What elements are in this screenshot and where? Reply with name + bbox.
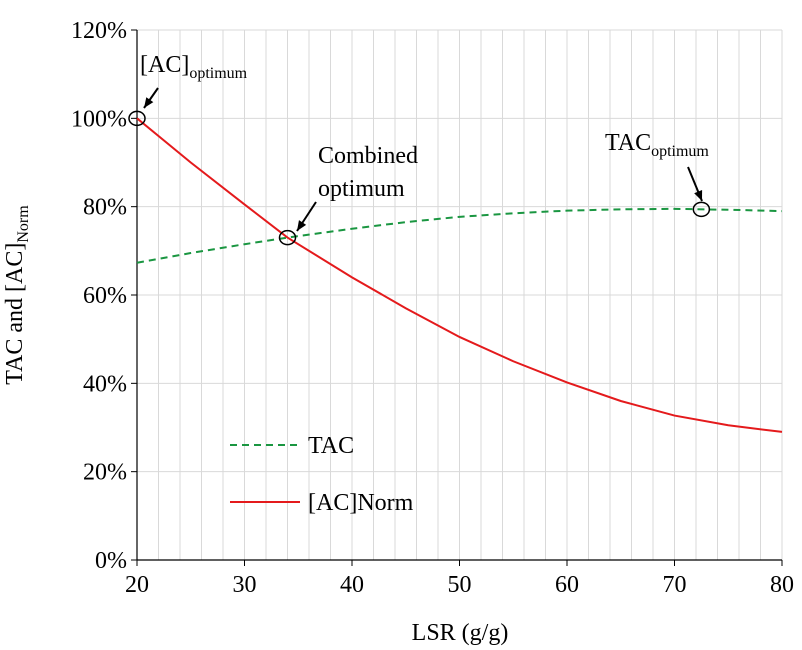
x-tick-label: 50: [448, 572, 472, 598]
annotation-text: Combined: [318, 143, 418, 169]
y-tick-label: 0%: [95, 548, 127, 574]
y-label-main: TAC and [AC]: [2, 243, 28, 385]
y-axis-label: TAC and [AC]Norm: [2, 205, 32, 385]
annotation-arrowhead: [144, 97, 154, 108]
series-line: [136, 207, 783, 264]
x-tick-label: 20: [125, 572, 149, 598]
y-tick-label: 100%: [71, 106, 127, 132]
annotation-text: optimum: [318, 176, 405, 202]
legend-label: TAC: [308, 433, 354, 459]
y-tick-label: 40%: [83, 371, 127, 397]
annotation-main: Combined: [318, 143, 418, 169]
y-tick-label: 120%: [71, 18, 127, 44]
annotation-text: [AC]optimum: [140, 52, 248, 82]
annotation-arrowhead: [297, 220, 307, 231]
x-tick-label: 30: [233, 572, 257, 598]
y-label-sub: Norm: [15, 205, 32, 243]
annotation-sub: optimum: [651, 143, 709, 160]
series-line: [136, 117, 783, 433]
annotation-main: TAC: [605, 130, 651, 156]
annotation-text: TACoptimum: [605, 130, 709, 160]
annotation-marker: [692, 201, 711, 218]
x-axis-label: LSR (g/g): [412, 620, 509, 646]
annotation-sub: optimum: [189, 65, 247, 82]
annotation-marker: [128, 110, 146, 127]
x-tick-label: 70: [663, 572, 687, 598]
annotation-main: [AC]: [140, 52, 189, 78]
x-tick-label: 40: [340, 572, 364, 598]
x-tick-label: 80: [770, 572, 794, 598]
y-tick-label: 20%: [83, 460, 127, 486]
legend-label: [AC]Norm: [308, 490, 414, 516]
y-tick-label: 80%: [83, 195, 127, 221]
annotation-arrowhead: [694, 190, 703, 201]
x-tick-label: 60: [555, 572, 579, 598]
annotation-marker: [278, 229, 297, 246]
y-tick-label: 60%: [83, 283, 127, 309]
